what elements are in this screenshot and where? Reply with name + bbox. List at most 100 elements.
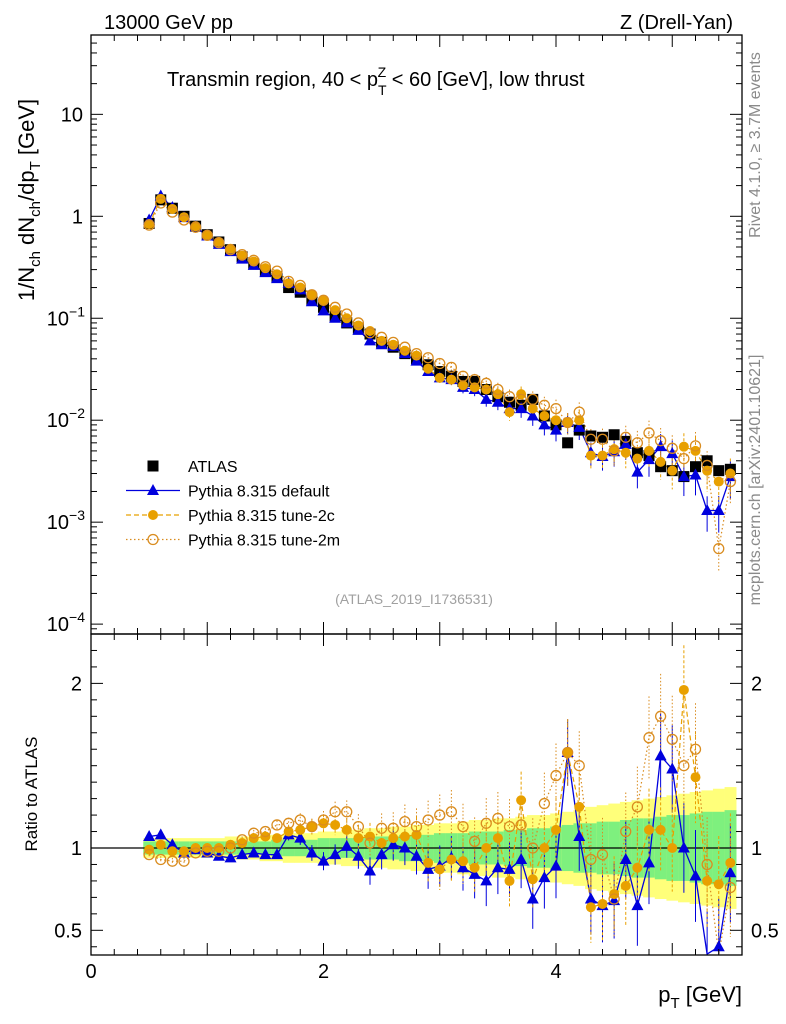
- legend-marker-tune2c: [148, 510, 158, 520]
- ratio-point-default: [515, 853, 528, 865]
- ratio-y-label: Ratio to ATLAS: [22, 737, 41, 852]
- ratio-point-tune2m: [515, 819, 527, 831]
- main-point-tune2m: [201, 229, 213, 242]
- ratio-point-tune2m: [143, 848, 155, 861]
- main-point-tune2m: [538, 399, 551, 411]
- main-point-tune2m: [282, 275, 295, 288]
- ratio-point-default: [294, 831, 307, 843]
- energy-label: 13000 GeV pp: [104, 12, 233, 34]
- main-point-atlas: [608, 429, 620, 441]
- ratio-point-default: [677, 841, 690, 853]
- ratio-point-tune2c: [376, 838, 387, 849]
- main-point-tune2c: [306, 289, 317, 300]
- main-y-tick-label: 1: [72, 206, 83, 228]
- ratio-point-tune2m: [248, 827, 260, 839]
- main-point-tune2m: [236, 249, 248, 261]
- ratio-y-tick-label-left: 0.5: [54, 920, 82, 942]
- ratio-point-default: [247, 846, 260, 858]
- main-point-default: [538, 418, 551, 430]
- main-point-tune2c: [597, 450, 608, 461]
- ratio-point-tune2c: [574, 801, 585, 812]
- ratio-point-tune2m: [341, 806, 353, 818]
- ratio-point-tune2c: [702, 875, 713, 886]
- main-point-tune2m: [654, 435, 667, 447]
- main-point-tune2c: [179, 212, 189, 223]
- ratio-point-tune2m: [434, 809, 446, 821]
- ratio-point-tune2m: [724, 881, 737, 894]
- ratio-point-tune2c: [272, 833, 282, 844]
- main-point-tune2c: [353, 320, 364, 331]
- ratio-point-tune2c: [167, 846, 178, 857]
- ratio-point-tune2c: [620, 880, 631, 891]
- ratio-point-tune2m: [317, 814, 330, 826]
- main-point-tune2c: [678, 441, 689, 452]
- main-point-default: [701, 504, 714, 516]
- ratio-point-tune2c: [585, 902, 596, 913]
- main-point-atlas: [597, 431, 608, 443]
- ratio-point-default: [631, 899, 644, 911]
- ratio-point-tune2m: [620, 825, 632, 838]
- ratio-point-default: [352, 849, 365, 861]
- ratio-point-tune2m: [399, 816, 411, 828]
- main-point-tune2m: [527, 393, 539, 406]
- main-point-tune2c: [237, 250, 248, 261]
- ratio-point-tune2c: [179, 846, 189, 857]
- ratio-point-tune2c: [551, 824, 561, 835]
- ratio-point-tune2c: [667, 843, 678, 853]
- ratio-point-default: [654, 749, 667, 761]
- ratio-point-default: [271, 848, 283, 860]
- main-point-tune2m: [561, 416, 574, 429]
- ratio-point-default: [387, 838, 400, 850]
- legend-label-tune2m: Pythia 8.315 tune-2m: [188, 533, 340, 550]
- main-point-default: [491, 395, 504, 407]
- main-point-tune2m: [724, 475, 737, 488]
- ratio-point-tune2c: [725, 857, 736, 868]
- main-point-tune2m: [178, 214, 190, 226]
- ratio-point-default: [398, 841, 411, 853]
- main-point-tune2m: [259, 261, 272, 273]
- main-point-tune2m: [631, 437, 644, 449]
- x-axis-label: pT [GeV]: [658, 982, 742, 1012]
- main-point-default: [515, 402, 528, 414]
- main-point-tune2c: [423, 363, 434, 374]
- ratio-point-default: [503, 862, 516, 874]
- ratio-markers: [143, 645, 737, 956]
- main-y-tick-label: 10−4: [47, 609, 85, 636]
- ratio-point-tune2c: [225, 839, 236, 850]
- ratio-point-default: [643, 856, 655, 868]
- main-line-2: [148, 197, 731, 483]
- ratio-point-tune2c: [469, 862, 480, 873]
- main-point-tune2m: [503, 391, 516, 403]
- ratio-point-default: [364, 864, 376, 876]
- ratio-point-tune2m: [410, 820, 423, 833]
- main-point-tune2m: [434, 357, 446, 370]
- ratio-point-default: [526, 892, 539, 904]
- main-point-tune2m: [271, 265, 283, 277]
- main-point-tune2c: [434, 372, 445, 383]
- ratio-point-default: [166, 838, 179, 850]
- ratio-point-default: [236, 848, 249, 860]
- main-point-tune2c: [295, 282, 306, 293]
- ratio-point-tune2c: [458, 856, 468, 867]
- main-point-tune2m: [224, 244, 237, 256]
- main-point-tune2m: [294, 279, 306, 292]
- main-point-tune2m: [550, 402, 562, 415]
- ratio-point-default: [491, 861, 504, 873]
- ratio-point-tune2m: [294, 814, 306, 826]
- main-axes: 10 1 10−1 10−2 10−3 10−4: [47, 34, 743, 636]
- ratio-point-tune2c: [527, 874, 538, 885]
- main-point-tune2c: [376, 335, 387, 346]
- ratio-point-tune2c: [504, 875, 515, 886]
- ratio-point-tune2c: [330, 819, 341, 830]
- main-point-tune2m: [410, 347, 423, 360]
- ratio-point-tune2m: [492, 812, 504, 825]
- ratio-point-tune2c: [690, 772, 701, 783]
- legend-marker-default: [147, 484, 159, 495]
- ratio-point-tune2m: [573, 760, 585, 772]
- process-label: Z (Drell-Yan): [620, 12, 733, 34]
- main-point-tune2c: [632, 453, 643, 464]
- main-point-tune2m: [375, 331, 388, 343]
- main-y-label: 1/Nch dNch/dpT [GeV]: [14, 99, 44, 301]
- main-point-tune2m: [701, 459, 713, 472]
- ratio-point-tune2c: [597, 898, 608, 909]
